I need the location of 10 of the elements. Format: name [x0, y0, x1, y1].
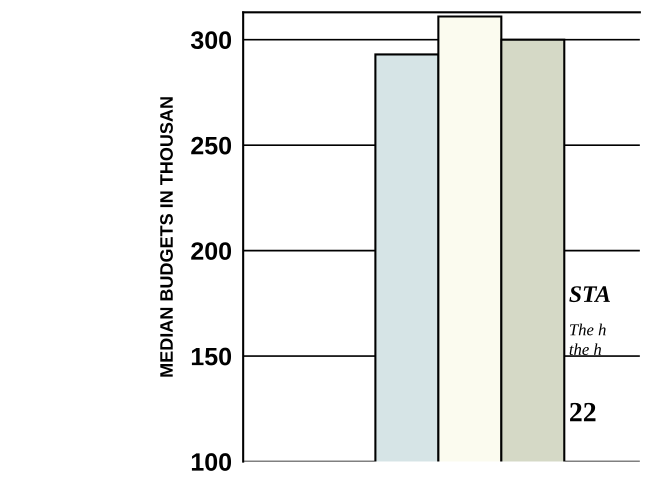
text: The h — [570, 324, 606, 336]
text: STA — [569, 286, 610, 302]
y-tick-label: 250 — [191, 136, 232, 154]
y-tick-label: 100 — [192, 453, 232, 471]
y-tick-label: 300 — [190, 31, 232, 50]
text: the h — [570, 343, 602, 356]
y-axis-title: MEDIAN BUDGETS IN THOUSAN — [160, 97, 173, 377]
y-tick-label: 200 — [191, 242, 232, 260]
y-tick-label: 150 — [192, 348, 232, 366]
text: 22 — [570, 402, 596, 422]
